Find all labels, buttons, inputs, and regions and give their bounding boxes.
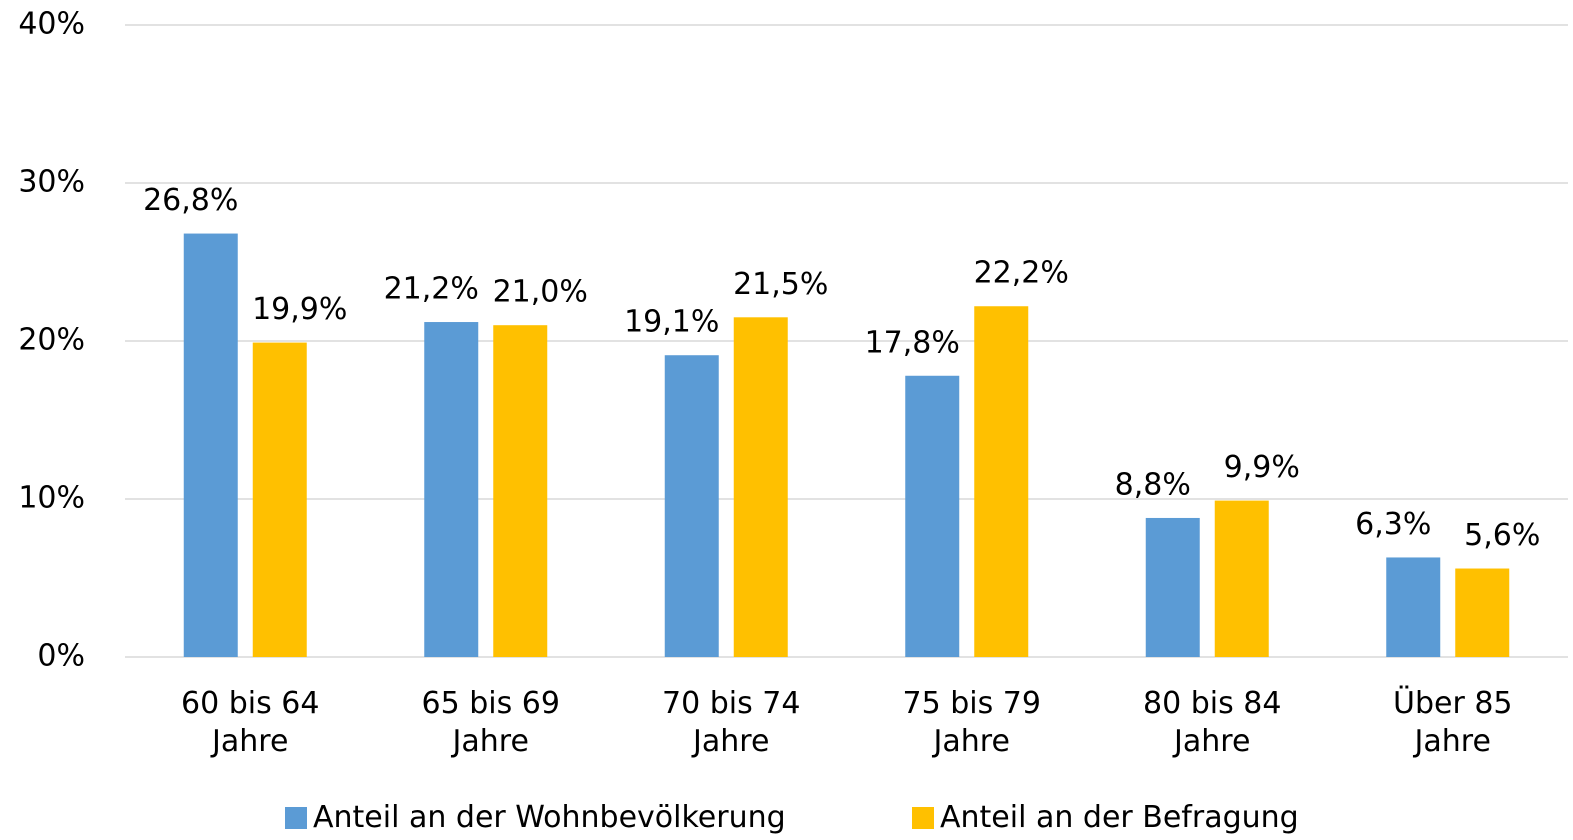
y-tick-label: 0% xyxy=(37,639,85,674)
x-tick-label: 75 bis 79 Jahre xyxy=(902,686,1041,759)
data-label: 22,2% xyxy=(974,256,1069,291)
legend-swatch xyxy=(912,806,934,829)
data-label: 8,8% xyxy=(1115,467,1191,502)
data-label: 21,0% xyxy=(493,275,588,310)
legend-swatch xyxy=(285,806,307,829)
legend-label: Anteil an der Befragung xyxy=(940,800,1299,835)
x-tick-label: 80 bis 84 Jahre xyxy=(1143,686,1282,759)
x-tick-label: 70 bis 74 Jahre xyxy=(662,686,801,759)
data-label: 21,2% xyxy=(384,272,479,307)
y-tick-label: 10% xyxy=(18,481,85,516)
bar xyxy=(1145,517,1200,657)
data-label: 5,6% xyxy=(1464,518,1540,553)
y-tick-label: 30% xyxy=(18,165,85,200)
data-label: 17,8% xyxy=(865,325,960,360)
x-tick-label: Über 85 Jahre xyxy=(1392,686,1513,759)
bar xyxy=(252,342,307,657)
y-tick-label: 20% xyxy=(18,323,85,358)
bar xyxy=(183,233,238,657)
bar xyxy=(733,317,788,657)
legend-item: Anteil an der Wohnbevölkerung xyxy=(285,800,786,835)
y-tick-label: 40% xyxy=(18,7,85,42)
bar xyxy=(974,306,1029,657)
data-label: 21,5% xyxy=(733,267,828,302)
bar xyxy=(424,322,479,657)
data-label: 19,9% xyxy=(252,292,347,327)
bar xyxy=(1455,568,1510,657)
data-label: 26,8% xyxy=(143,183,238,218)
x-tick-label: 60 bis 64 Jahre xyxy=(181,686,320,759)
bar xyxy=(905,375,960,657)
data-label: 9,9% xyxy=(1224,450,1300,485)
data-label: 6,3% xyxy=(1355,507,1431,542)
bar xyxy=(1386,557,1441,657)
bar xyxy=(664,355,719,657)
legend-label: Anteil an der Wohnbevölkerung xyxy=(313,800,786,835)
legend-item: Anteil an der Befragung xyxy=(912,800,1299,835)
data-label: 19,1% xyxy=(624,305,719,340)
bar xyxy=(493,325,548,657)
x-tick-label: 65 bis 69 Jahre xyxy=(421,686,560,759)
bar xyxy=(1214,500,1269,657)
